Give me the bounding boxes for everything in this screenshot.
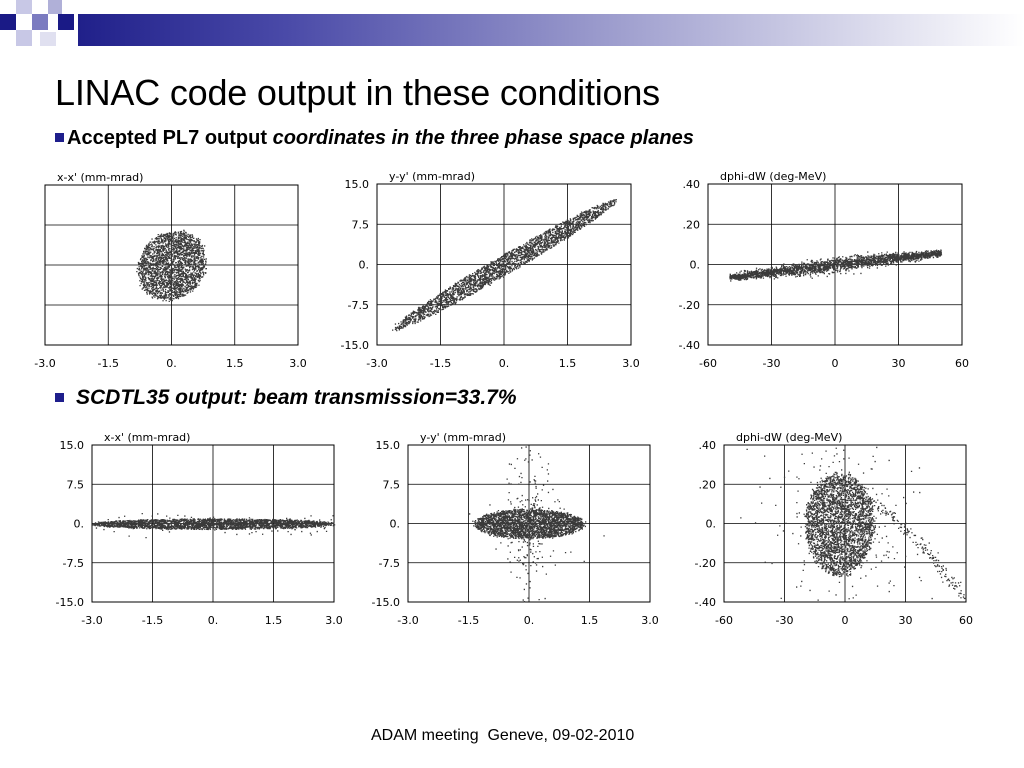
plot-pl7-yy: y-y' (mm-mrad) -3.0 -1.5 0. 1.5 3.0 -15.0 -7.5 0… xyxy=(341,170,640,370)
plot-pl7-dphi-dw: dphi-dW (deg-MeV) -60 -30 0 30 60 -.40 -.20 0. .2… xyxy=(679,170,969,370)
x-tick-label: -3.0 xyxy=(34,357,55,370)
x-tick-label: 0. xyxy=(166,357,177,370)
x-tick-label: 0 xyxy=(832,357,839,370)
x-tick-label: -1.5 xyxy=(458,614,479,627)
x-tick-label: 30 xyxy=(892,357,906,370)
chart-title: x-x' (mm-mrad) xyxy=(104,431,190,444)
x-tick-label: 3.0 xyxy=(622,357,640,370)
decor-square xyxy=(48,0,62,14)
y-tick-label: 15.0 xyxy=(376,439,401,452)
y-tick-label: -.20 xyxy=(679,299,700,312)
x-tick-label: -1.5 xyxy=(98,357,119,370)
x-tick-label: 3.0 xyxy=(641,614,659,627)
bullet-pl7-italic: coordinates in the three phase space pla… xyxy=(272,127,694,149)
chart-title: x-x' (mm-mrad) xyxy=(57,171,143,184)
bullet-pl7-bold: Accepted PL7 output xyxy=(67,127,273,149)
point-cloud xyxy=(740,446,967,601)
decor-square xyxy=(16,30,32,46)
decor-square xyxy=(0,14,16,30)
x-tick-label: -30 xyxy=(763,357,781,370)
x-tick-label: 0. xyxy=(208,614,219,627)
y-tick-label: -7.5 xyxy=(63,557,84,570)
y-tick-label: -.40 xyxy=(679,339,700,352)
title-gradient-band xyxy=(78,14,1024,46)
x-tick-label: 1.5 xyxy=(559,357,577,370)
x-tick-label: 0 xyxy=(842,614,849,627)
x-tick-label: 30 xyxy=(899,614,913,627)
x-tick-label: -1.5 xyxy=(142,614,163,627)
plot-scdtl35-yy: y-y' (mm-mrad) -3.0 -1.5 0. 1.5 3.0 -15.0 -7.5 0… xyxy=(372,431,659,627)
y-tick-label: -7.5 xyxy=(379,557,400,570)
decor-square xyxy=(58,14,74,30)
y-tick-label: 7.5 xyxy=(352,218,370,231)
y-tick-label: -15.0 xyxy=(56,596,84,609)
decor-square xyxy=(32,14,48,30)
x-tick-label: 1.5 xyxy=(581,614,599,627)
plot-scdtl35-xx: x-x' (mm-mrad) -3.0 -1.5 0. 1.5 3.0 -15.0 -7.5 0… xyxy=(56,431,343,627)
y-tick-label: .20 xyxy=(699,478,717,491)
chart-title: dphi-dW (deg-MeV) xyxy=(720,170,826,183)
bullet-scdtl35: SCDTL35 output: beam transmission=33.7% xyxy=(55,386,517,410)
point-cloud xyxy=(392,199,617,332)
y-tick-label: -7.5 xyxy=(348,299,369,312)
scatter-points xyxy=(92,513,336,539)
scatter-points xyxy=(740,446,967,601)
y-tick-label: 15.0 xyxy=(345,178,370,191)
point-cloud xyxy=(469,446,605,603)
point-cloud xyxy=(92,513,336,539)
x-tick-label: 0. xyxy=(524,614,535,627)
y-tick-label: -.40 xyxy=(695,596,716,609)
decor-square xyxy=(16,0,32,14)
title-decoration xyxy=(0,0,1024,48)
y-tick-label: .40 xyxy=(683,178,701,191)
plot-scdtl35-dphi-dw: dphi-dW (deg-MeV) -60 -30 0 30 60 -.40 -.20 0. .2… xyxy=(695,431,973,627)
x-tick-label: 3.0 xyxy=(289,357,307,370)
x-tick-label: -3.0 xyxy=(81,614,102,627)
bullet-square-icon xyxy=(55,133,64,142)
y-tick-label: 0. xyxy=(706,518,717,531)
y-tick-label: .20 xyxy=(683,218,701,231)
plot-pl7-xx: x-x' (mm-mrad) -3.0 -1.5 0. 1.5 3.0 xyxy=(34,171,307,370)
chart-title: dphi-dW (deg-MeV) xyxy=(736,431,842,444)
y-tick-label: 0. xyxy=(390,518,401,531)
bullet-pl7: Accepted PL7 output coordinates in the t… xyxy=(55,127,694,150)
bullet-scdtl35-text: SCDTL35 output: beam transmission=33.7% xyxy=(76,386,517,409)
page-title: LINAC code output in these conditions xyxy=(55,72,660,113)
y-tick-label: 15.0 xyxy=(60,439,85,452)
y-tick-label: 0. xyxy=(359,259,370,272)
x-tick-label: 1.5 xyxy=(265,614,283,627)
y-tick-label: -15.0 xyxy=(372,596,400,609)
y-tick-label: -15.0 xyxy=(341,339,369,352)
y-tick-label: .40 xyxy=(699,439,717,452)
y-tick-label: 7.5 xyxy=(67,478,85,491)
x-tick-label: -3.0 xyxy=(366,357,387,370)
y-tick-label: 0. xyxy=(690,259,701,272)
x-tick-label: 0. xyxy=(499,357,510,370)
decor-square xyxy=(40,32,56,46)
bullet-square-icon xyxy=(55,393,64,402)
footer-text: ADAM meeting Geneve, 09-02-2010 xyxy=(371,727,635,744)
x-tick-label: 1.5 xyxy=(226,357,244,370)
x-tick-label: 60 xyxy=(959,614,973,627)
chart-title: y-y' (mm-mrad) xyxy=(420,431,506,444)
chart-title: y-y' (mm-mrad) xyxy=(389,170,475,183)
scatter-points xyxy=(729,249,943,282)
x-tick-label: 3.0 xyxy=(325,614,343,627)
y-tick-label: -.20 xyxy=(695,557,716,570)
scatter-points xyxy=(392,199,617,332)
y-tick-label: 0. xyxy=(74,518,85,531)
point-cloud xyxy=(729,249,943,282)
x-tick-label: -3.0 xyxy=(397,614,418,627)
y-tick-label: 7.5 xyxy=(383,478,401,491)
x-tick-label: -30 xyxy=(776,614,794,627)
x-tick-label: -1.5 xyxy=(430,357,451,370)
scatter-points xyxy=(469,446,605,603)
x-tick-label: -60 xyxy=(699,357,717,370)
x-tick-label: -60 xyxy=(715,614,733,627)
x-tick-label: 60 xyxy=(955,357,969,370)
